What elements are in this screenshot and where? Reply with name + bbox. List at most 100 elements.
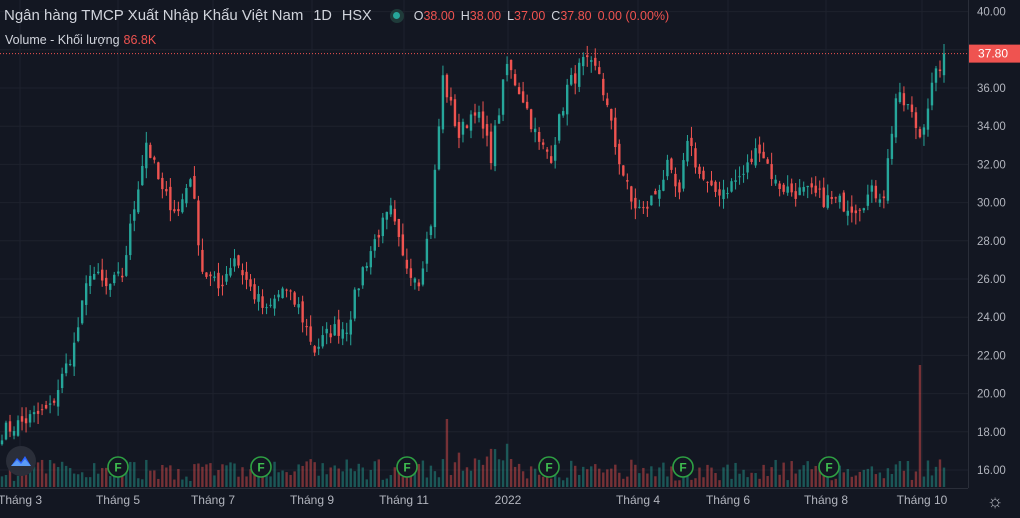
candle-body	[662, 179, 665, 191]
candle-body	[169, 186, 172, 211]
candle-body	[497, 115, 501, 124]
y-tick-label: 30.00	[977, 198, 1006, 210]
volume-bar	[666, 476, 669, 487]
volume-bar	[798, 469, 801, 487]
volume-bar	[145, 459, 148, 487]
candle-body	[858, 209, 862, 211]
interval-label: 1D	[313, 7, 332, 24]
volume-bar	[561, 480, 565, 487]
tradingview-logo-icon[interactable]	[6, 446, 36, 476]
candle-body	[477, 111, 481, 118]
volume-bar	[630, 459, 633, 487]
candle-body	[369, 251, 372, 268]
earnings-marker-icon[interactable]	[250, 456, 272, 478]
candle-body	[529, 109, 533, 130]
volume-bar	[774, 459, 777, 487]
candle-body	[830, 196, 833, 199]
earnings-marker-icon[interactable]	[672, 456, 694, 478]
candle-body	[421, 268, 425, 285]
y-tick-label: 36.00	[977, 83, 1006, 95]
volume-bar	[910, 479, 914, 487]
candle-body	[630, 186, 633, 202]
volume-bar	[325, 474, 328, 487]
candle-body	[870, 185, 874, 192]
candle-body	[64, 363, 68, 374]
volume-bar	[253, 470, 256, 487]
earnings-marker-icon[interactable]	[396, 456, 418, 478]
candle-body	[341, 329, 344, 339]
candle-body	[357, 288, 360, 291]
candle-body	[570, 75, 573, 85]
candle-body	[521, 91, 525, 103]
volume-bar	[357, 463, 360, 487]
volume-legend: Volume - Khối lượng 86.8K	[5, 33, 156, 47]
candle-body	[8, 421, 12, 432]
volume-bar	[874, 474, 878, 487]
candle-body	[333, 324, 336, 336]
candle-body	[646, 206, 649, 209]
candle-body	[257, 293, 260, 302]
candle-body	[738, 176, 741, 178]
candle-body	[237, 255, 240, 266]
volume-bar	[814, 465, 817, 487]
volume-bar	[610, 468, 613, 487]
candle-body	[774, 179, 777, 184]
earnings-marker-icon[interactable]	[818, 456, 840, 478]
volume-bar	[742, 469, 745, 487]
candle-body	[32, 412, 36, 415]
candle-body	[297, 304, 300, 308]
x-tick-label: Tháng 5	[96, 493, 140, 507]
candle-body	[690, 137, 693, 146]
volume-bar	[485, 456, 489, 487]
close-label: C	[551, 8, 561, 23]
settings-gear-icon[interactable]: ☼	[986, 491, 1004, 511]
candle-body	[197, 200, 200, 246]
candle-body	[441, 75, 445, 130]
volume-bar	[469, 470, 473, 487]
candle-body	[429, 226, 433, 236]
y-tick-label: 22.00	[977, 350, 1006, 362]
candle-body	[101, 269, 104, 281]
volume-bar	[598, 468, 601, 487]
candle-body	[393, 208, 397, 222]
volume-bar	[24, 466, 28, 487]
volume-bar	[421, 460, 425, 487]
volume-bar	[493, 449, 497, 487]
volume-bar	[333, 465, 336, 487]
candle-body	[153, 157, 156, 160]
candle-body	[537, 131, 541, 142]
volume-bar	[76, 474, 80, 487]
candle-body	[489, 131, 493, 164]
volume-bar	[153, 470, 156, 487]
earnings-marker-icon[interactable]	[107, 456, 129, 478]
candle-body	[493, 125, 497, 167]
candle-body	[626, 180, 629, 182]
candle-body	[802, 187, 805, 192]
volume-bar	[80, 472, 84, 487]
volume-bar	[401, 477, 405, 487]
earnings-marker-icon[interactable]	[538, 456, 560, 478]
candle-body	[582, 56, 585, 67]
candle-body	[814, 185, 817, 193]
candle-body	[594, 57, 597, 66]
y-tick-label: 32.00	[977, 159, 1006, 171]
volume-bar	[72, 473, 76, 487]
candle-body	[686, 140, 689, 162]
volume-bar	[369, 469, 372, 487]
candle-body	[834, 197, 837, 199]
candle-body	[598, 67, 601, 75]
candle-body	[602, 78, 605, 96]
volume-bar	[425, 477, 429, 487]
candle-body	[105, 277, 108, 287]
candle-body	[810, 183, 813, 188]
volume-bar	[886, 468, 890, 487]
y-tick-label: 18.00	[977, 427, 1006, 439]
candle-body	[702, 170, 705, 180]
volume-bar	[337, 468, 340, 487]
volume-bar	[690, 479, 693, 487]
candle-body	[934, 68, 938, 83]
volume-bar	[109, 476, 112, 487]
